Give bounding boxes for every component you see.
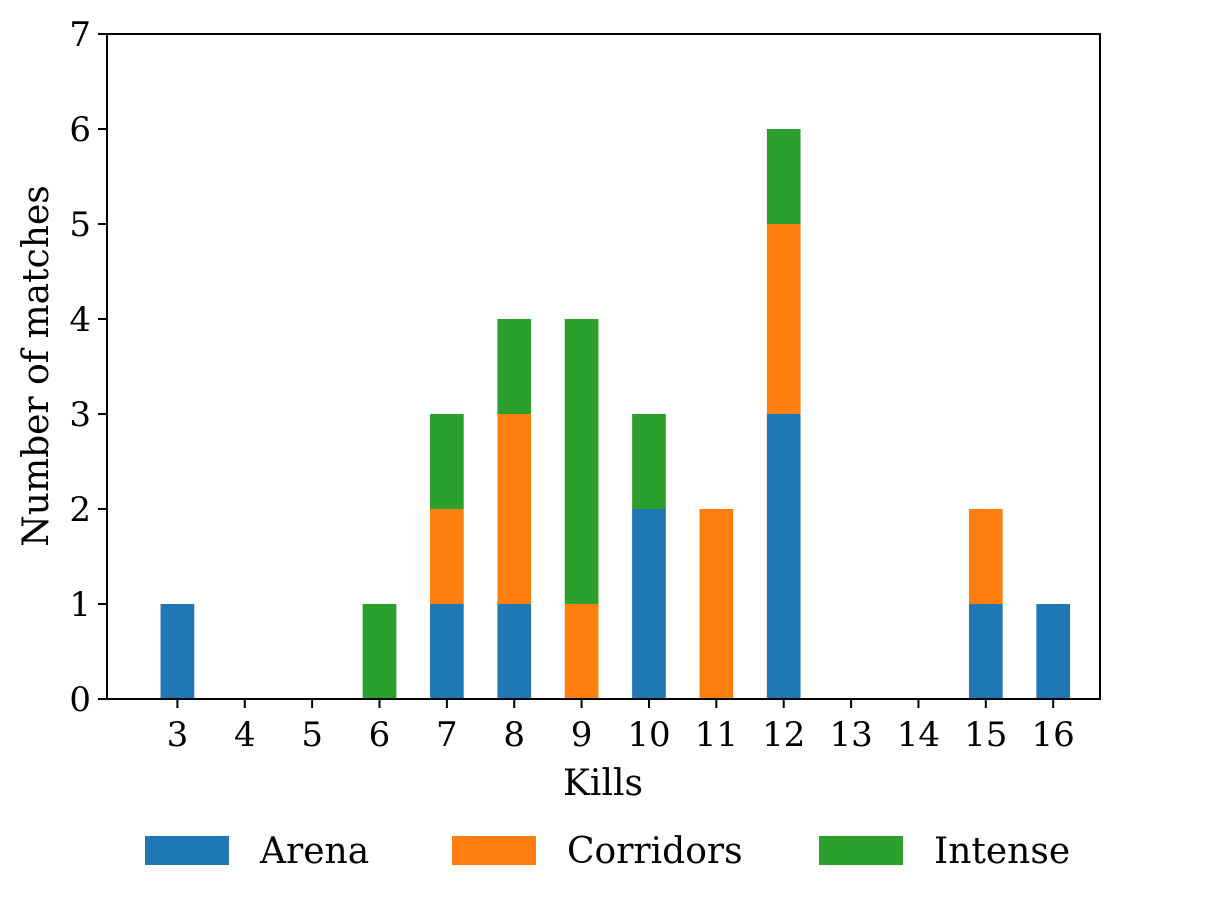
legend-swatch-intense — [819, 836, 903, 865]
bar-arena-3 — [160, 604, 195, 699]
x-tick-label: 11 — [695, 715, 738, 755]
x-tick-label: 14 — [897, 715, 940, 755]
y-tick-label: 2 — [69, 490, 91, 530]
bar-intense-12 — [766, 129, 801, 224]
x-tick-label: 12 — [762, 715, 805, 755]
bar-corridors-9 — [564, 604, 599, 699]
x-tick-label: 6 — [369, 715, 391, 755]
legend-swatch-corridors — [452, 836, 536, 865]
bar-intense-10 — [632, 414, 666, 509]
bar-intense-9 — [564, 319, 599, 604]
x-axis-label: Kills — [563, 763, 643, 804]
bar-corridors-11 — [699, 509, 734, 699]
x-tick-label: 10 — [627, 715, 670, 755]
y-tick-label: 5 — [69, 205, 91, 245]
y-tick-label: 3 — [69, 395, 91, 435]
x-tick-label: 13 — [829, 715, 872, 755]
x-tick-label: 8 — [503, 715, 525, 755]
y-tick-label: 0 — [69, 680, 91, 720]
y-axis-ticks: 0 1 2 3 4 5 6 7 — [69, 15, 107, 720]
x-tick-label: 5 — [301, 715, 323, 755]
y-tick-label: 7 — [69, 15, 91, 55]
legend: Arena Corridors Intense — [145, 831, 1070, 872]
y-tick-label: 6 — [69, 110, 91, 150]
bar-intense-7 — [430, 414, 464, 509]
y-axis-label: Number of matches — [16, 185, 57, 546]
bar-intense-6 — [362, 604, 397, 699]
legend-swatch-arena — [145, 836, 229, 865]
bar-intense-8 — [497, 319, 532, 414]
bar-arena-7 — [430, 604, 464, 699]
bar-arena-10 — [632, 509, 666, 699]
bar-arena-15 — [968, 604, 1003, 699]
y-tick-label: 4 — [69, 300, 91, 340]
x-tick-label: 3 — [167, 715, 189, 755]
bar-corridors-8 — [497, 414, 532, 604]
bar-corridors-7 — [430, 509, 464, 604]
legend-label-corridors: Corridors — [567, 831, 743, 872]
x-tick-label: 7 — [436, 715, 458, 755]
bar-arena-12 — [766, 414, 801, 699]
x-axis-ticks: 3 4 5 6 7 8 9 10 11 12 13 14 15 16 — [167, 699, 1075, 755]
x-tick-label: 16 — [1032, 715, 1075, 755]
x-tick-label: 4 — [234, 715, 256, 755]
bar-corridors-15 — [968, 509, 1003, 604]
legend-label-arena: Arena — [259, 831, 369, 872]
plot-frame — [106, 33, 1101, 700]
bar-arena-16 — [1036, 604, 1071, 699]
x-tick-label: 9 — [571, 715, 593, 755]
legend-label-intense: Intense — [934, 831, 1070, 872]
x-tick-label: 15 — [964, 715, 1007, 755]
bar-corridors-12 — [766, 224, 801, 414]
bar-arena-8 — [497, 604, 532, 699]
y-tick-label: 1 — [69, 585, 91, 625]
bars-layer — [160, 129, 1071, 699]
